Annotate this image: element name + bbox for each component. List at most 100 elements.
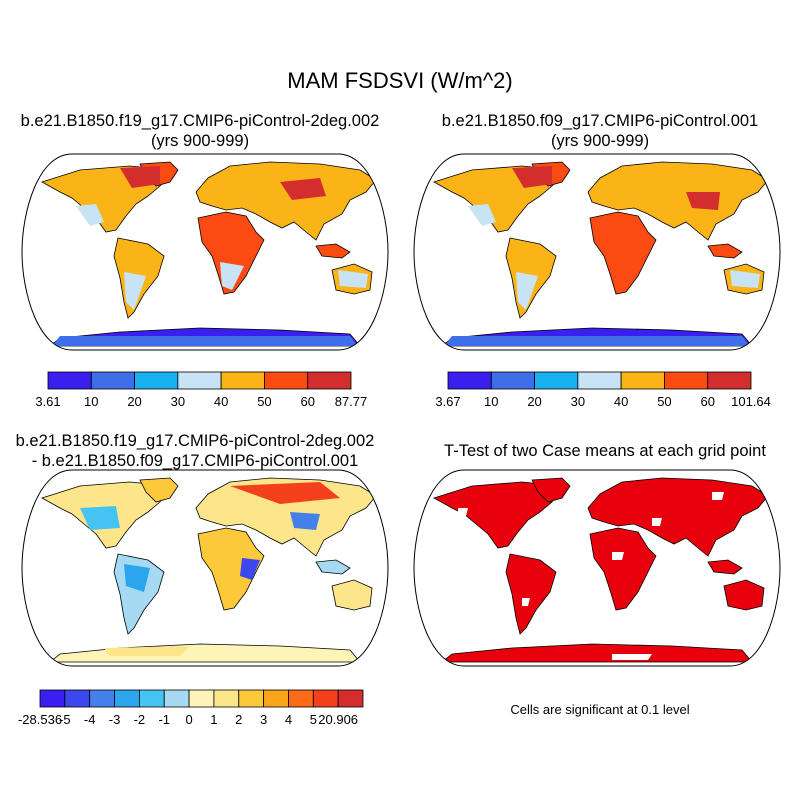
field-region [612,654,652,660]
panel-1-title-line1: b.e21.B1850.f19_g17.CMIP6-piControl-2deg… [20,112,380,130]
field-region [338,270,368,288]
colorbar-bin [213,689,240,708]
colorbar-tick-label: 87.77 [335,394,368,409]
colorbar-bin [337,689,364,708]
field-region [512,166,552,188]
colorbar-tick-label: 20 [127,394,141,409]
colorbar-tick-label: 5 [310,712,317,727]
map-frame [21,153,389,351]
panel-1-title-line2: (yrs 900-999) [150,132,250,150]
panel-2-title-line1: b.e21.B1850.f09_g17.CMIP6-piControl.001 [441,112,759,130]
map-frame [21,469,389,667]
colorbar-tick-label: 60 [300,394,314,409]
field-region [290,512,320,530]
colorbar-tick-label: -2 [134,712,146,727]
colorbar-bin [238,689,265,708]
land-africa [197,527,265,611]
land-antarctica [440,643,753,663]
colorbar-bin [89,689,115,708]
field-region [120,166,160,188]
land-eurasia [587,477,769,557]
field-region [458,508,468,516]
colorbar-tick-label: -4 [84,712,96,727]
land-africa [589,211,657,295]
colorbar-tick-label: 2 [235,712,242,727]
colorbar-bin [64,689,91,708]
colorbar-tick-label: 3.61 [35,394,60,409]
field-region [444,336,750,346]
colorbar-tick-label: 60 [700,394,714,409]
colorbar-bin [620,371,665,390]
field-region [124,564,150,592]
colorbar-bin [307,371,352,390]
field-region [686,192,720,210]
land-south-america [505,553,557,635]
colorbar-bin [534,371,579,390]
land-africa [197,211,265,295]
colorbar-tick-label: 10 [84,394,98,409]
panel-2-title: b.e21.B1850.f09_g17.CMIP6-piControl.001 … [400,111,800,151]
colorbar-tick-label: 4 [285,712,292,727]
map-frame [413,153,781,351]
colorbar-bin [220,371,265,390]
map-panel-4 [413,469,781,667]
field-region [76,204,104,226]
land-se-asia [707,559,743,575]
colorbar-tick-label: 0 [185,712,192,727]
colorbar-bin [490,371,535,390]
colorbar-bin [138,689,165,708]
colorbar-tick-label: 20.906 [318,712,358,727]
panel-3-title: b.e21.B1850.f19_g17.CMIP6-piControl-2deg… [0,431,390,471]
colorbar-tick-label: 20 [527,394,541,409]
field-region [230,482,340,504]
colorbar-tick-label: -1 [158,712,170,727]
land-se-asia [315,243,351,259]
colorbar-bin [188,689,215,708]
field-region [522,598,530,606]
land-south-america [113,553,165,635]
field-region [280,178,326,200]
land-eurasia [587,161,769,241]
colorbar-bin [263,689,289,708]
land-australia [331,579,373,611]
map-panel-1 [21,153,389,351]
colorbar-tick-label: 40 [214,394,228,409]
colorbar-bin [177,371,222,390]
colorbar-tick-label: 3.67 [435,394,460,409]
field-region [240,558,260,580]
land-antarctica [48,643,361,663]
figure-title: MAM FSDSVI (W/m^2) [287,68,513,93]
colorbar-bin [447,371,492,390]
field-region [712,492,724,500]
colorbar-panel-2: 3.67 10 20 30 40 50 60 101.64 [435,371,771,409]
field-region [80,506,120,530]
land-greenland [531,477,571,503]
panel-1-title: b.e21.B1850.f19_g17.CMIP6-piControl-2deg… [0,111,400,151]
field-region [220,262,244,290]
colorbar-panel-1: 3.61 10 20 30 40 50 60 87.77 [35,371,368,409]
colorbar-bin [134,371,179,390]
land-greenland [139,477,179,503]
panel-3-title-line2: - b.e21.B1850.f09_g17.CMIP6-piControl.00… [31,452,359,470]
field-region [124,272,146,310]
field-region [468,204,496,226]
colorbar-bin [47,371,92,390]
colorbar-tick-label: 50 [657,394,671,409]
colorbar-bin [114,689,140,708]
field-region [730,270,760,288]
land-australia [723,579,765,611]
colorbar-bin [288,689,314,708]
panel-2-title-line2: (yrs 900-999) [550,132,650,150]
colorbar-tick-label: 10 [484,394,498,409]
field-region [652,518,662,526]
field-region [104,646,190,656]
land-se-asia [707,243,743,259]
land-africa [589,527,657,611]
colorbar-tick-label: 30 [571,394,585,409]
field-region [516,272,538,310]
colorbar-tick-label: 3 [260,712,267,727]
colorbar-tick-label: 1 [210,712,217,727]
map-panel-2 [413,153,781,351]
land-se-asia [315,559,351,575]
colorbar-tick-label: 40 [614,394,628,409]
